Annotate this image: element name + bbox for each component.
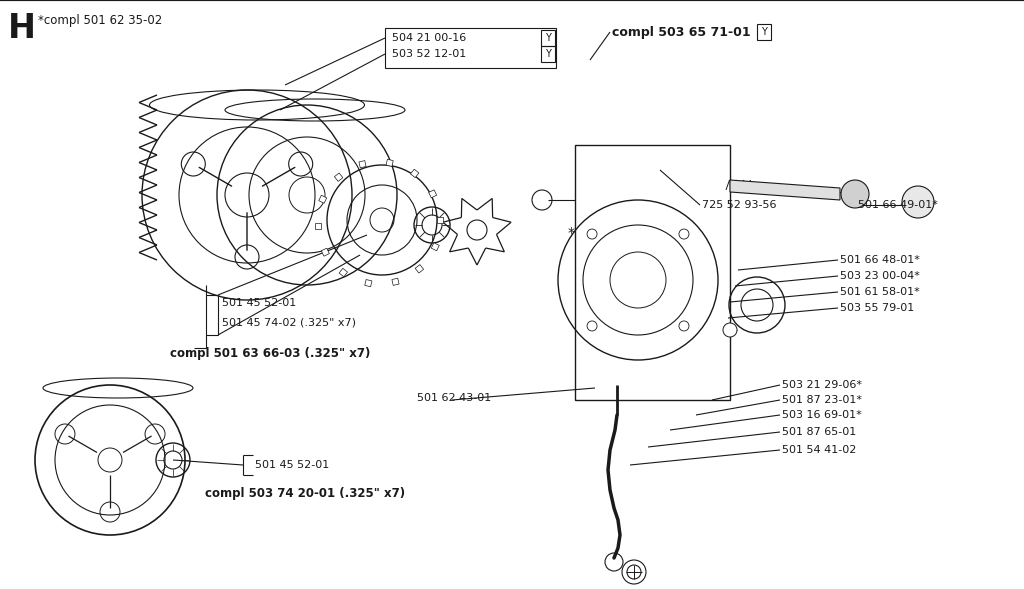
Bar	[318, 195, 327, 203]
Text: 501 62 43-01: 501 62 43-01	[417, 393, 492, 403]
Text: 504 21 00-16: 504 21 00-16	[392, 33, 466, 43]
Bar	[365, 280, 372, 287]
Bar	[415, 264, 424, 273]
Bar	[335, 173, 343, 181]
Text: Y: Y	[761, 27, 767, 37]
Text: 503 21 29-06*: 503 21 29-06*	[782, 380, 862, 390]
Bar	[386, 159, 393, 167]
Text: 501 45 52-01: 501 45 52-01	[222, 298, 296, 308]
Text: 501 66 49-01*: 501 66 49-01*	[858, 200, 938, 210]
Bar	[431, 243, 439, 251]
Text: 725 52 93-56: 725 52 93-56	[702, 200, 776, 210]
Text: compl 501 63 66-03 (.325" x7): compl 501 63 66-03 (.325" x7)	[170, 346, 371, 359]
Text: 501 61 58-01*: 501 61 58-01*	[840, 287, 920, 297]
Text: 501 66 48-01*: 501 66 48-01*	[840, 255, 920, 265]
Polygon shape	[730, 180, 840, 200]
Text: 503 16 69-01*: 503 16 69-01*	[782, 410, 862, 420]
Bar	[315, 223, 321, 229]
Text: compl 503 74 20-01 (.325" x7): compl 503 74 20-01 (.325" x7)	[205, 487, 406, 499]
Circle shape	[679, 229, 689, 239]
Text: 501 45 52-01: 501 45 52-01	[255, 460, 330, 470]
Text: *: *	[568, 226, 575, 240]
Bar	[437, 217, 443, 223]
Text: 501 54 41-02: 501 54 41-02	[782, 445, 856, 455]
Circle shape	[902, 186, 934, 218]
Text: compl 503 65 71-01: compl 503 65 71-01	[612, 25, 751, 38]
Text: 501 87 65-01: 501 87 65-01	[782, 427, 856, 437]
Bar	[429, 190, 436, 198]
Text: Y: Y	[545, 49, 551, 59]
Bar	[322, 248, 330, 256]
Circle shape	[587, 229, 597, 239]
Text: Y: Y	[545, 33, 551, 43]
Text: H: H	[8, 12, 36, 45]
Bar	[358, 161, 367, 168]
Circle shape	[679, 321, 689, 331]
Text: 501 45 74-02 (.325" x7): 501 45 74-02 (.325" x7)	[222, 317, 356, 327]
Bar	[392, 278, 399, 286]
Text: 503 55 79-01: 503 55 79-01	[840, 303, 914, 313]
Bar	[411, 169, 419, 178]
Text: 501 87 23-01*: 501 87 23-01*	[782, 395, 862, 405]
Circle shape	[841, 180, 869, 208]
Bar	[339, 269, 347, 277]
Text: 503 23 00-04*: 503 23 00-04*	[840, 271, 920, 281]
Text: 503 52 12-01: 503 52 12-01	[392, 49, 466, 59]
Circle shape	[723, 323, 737, 337]
Circle shape	[587, 321, 597, 331]
Text: *compl 501 62 35-02: *compl 501 62 35-02	[38, 14, 162, 27]
